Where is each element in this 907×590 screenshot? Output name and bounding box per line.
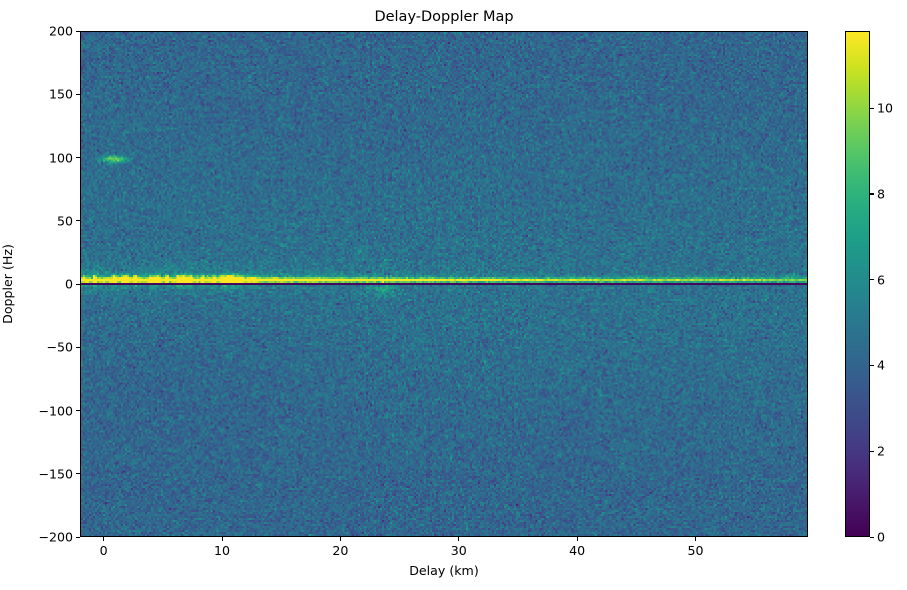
colorbar-tick-mark xyxy=(870,364,874,367)
colorbar-tick-mark xyxy=(870,279,874,281)
y-tick-label: −200 xyxy=(38,529,73,545)
x-tick-label: 30 xyxy=(450,543,467,558)
x-tick-mark xyxy=(695,537,697,541)
colorbar-tick-label: 10 xyxy=(877,100,894,116)
colorbar-tick-label: 0 xyxy=(877,529,886,545)
y-tick-mark xyxy=(76,410,80,412)
colorbar-tick-mark xyxy=(870,450,874,452)
colorbar-tick-label: 6 xyxy=(877,272,886,288)
x-tick-mark xyxy=(221,537,223,541)
y-tick-label: −100 xyxy=(38,403,73,418)
colorbar xyxy=(845,31,870,537)
y-tick-label: −150 xyxy=(38,466,73,482)
colorbar-tick-label: 4 xyxy=(877,357,886,373)
y-tick-mark xyxy=(76,157,80,159)
colorbar-tick-label: 8 xyxy=(877,186,886,202)
y-tick-label: −50 xyxy=(46,339,73,355)
colorbar-gradient xyxy=(846,32,869,536)
y-tick-label: 200 xyxy=(48,23,73,39)
colorbar-tick-label: 2 xyxy=(877,443,886,459)
y-tick-label: 150 xyxy=(48,86,73,102)
y-axis-label: Doppler (Hz) xyxy=(0,244,15,324)
colorbar-tick-mark xyxy=(870,536,874,538)
y-tick-mark xyxy=(76,30,80,32)
y-tick-mark xyxy=(76,220,80,222)
x-tick-label: 10 xyxy=(214,543,231,558)
y-tick-mark xyxy=(76,346,80,348)
x-tick-label: 20 xyxy=(332,543,349,558)
delay-doppler-heatmap-axes xyxy=(80,31,808,537)
y-tick-mark xyxy=(76,536,80,538)
x-tick-mark xyxy=(103,537,105,541)
y-tick-label: 0 xyxy=(64,276,73,292)
x-tick-label: 50 xyxy=(687,543,704,558)
x-tick-mark xyxy=(458,537,460,541)
page-title: Delay-Doppler Map xyxy=(374,9,514,25)
y-tick-mark xyxy=(76,93,80,95)
y-tick-mark xyxy=(76,283,80,285)
x-tick-label: 40 xyxy=(569,543,586,558)
colorbar-tick-mark xyxy=(870,193,874,195)
x-tick-mark xyxy=(576,537,578,541)
x-tick-mark xyxy=(339,537,342,541)
heatmap-image xyxy=(81,32,807,536)
colorbar-tick-mark xyxy=(870,107,874,109)
y-tick-label: 50 xyxy=(56,213,73,229)
x-tick-label: 0 xyxy=(99,543,108,558)
y-tick-mark xyxy=(76,473,80,475)
y-tick-label: 100 xyxy=(48,150,73,165)
x-axis-label: Delay (km) xyxy=(409,563,479,578)
